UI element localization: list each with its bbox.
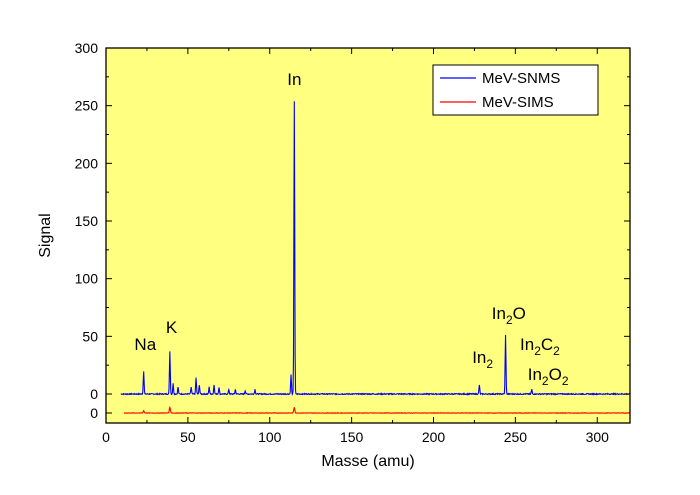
series-line-mev-snms: [120, 101, 631, 397]
peak-annotations: Na K In In2 In2O In2C2 In2O2: [134, 70, 568, 388]
series-mev-sims: [123, 405, 631, 415]
x-tick-label: 100: [258, 429, 282, 445]
peak-annotation: In2O2: [528, 365, 569, 388]
legend-label-mev-snms: MeV-SNMS: [482, 70, 560, 87]
peak-annotation: K: [166, 318, 178, 337]
legend-box: [432, 64, 599, 116]
x-axis-title: Masse (amu): [321, 453, 414, 470]
x-tick-label: 0: [102, 429, 110, 445]
y-tick-label: 150: [75, 213, 99, 229]
plot-frame: [105, 47, 631, 424]
axes: 0 50 100 150 200 250 300 0 50 100 150 200 250 300 0: [75, 40, 630, 445]
x-tick-label: 50: [180, 429, 196, 445]
y-tick-label: 0: [90, 386, 98, 402]
peak-annotation: In2: [472, 348, 493, 371]
legend-label-mev-sims: MeV-SIMS: [482, 94, 554, 111]
peak-annotation: Na: [134, 335, 156, 354]
y-tick-label: 100: [75, 271, 99, 287]
x-tick-label: 200: [422, 429, 446, 445]
legend: MeV-SNMS MeV-SIMS: [432, 64, 599, 116]
y2-tick-label: 0: [90, 405, 98, 421]
y-axis-title: Signal: [37, 213, 54, 257]
series-mev-snms: [120, 101, 631, 397]
series-line-mev-sims: [123, 405, 631, 415]
peak-annotation: In2C2: [520, 335, 560, 358]
peak-annotation: In2O: [492, 304, 526, 327]
x-tick-label: 300: [586, 429, 610, 445]
y-tick-label: 200: [75, 155, 99, 171]
y-tick-label: 300: [75, 40, 99, 56]
x-tick-label: 150: [340, 429, 364, 445]
peak-annotation: In: [287, 70, 301, 89]
y-tick-label: 50: [82, 328, 98, 344]
y-tick-label: 250: [75, 98, 99, 114]
x-tick-label: 250: [504, 429, 528, 445]
